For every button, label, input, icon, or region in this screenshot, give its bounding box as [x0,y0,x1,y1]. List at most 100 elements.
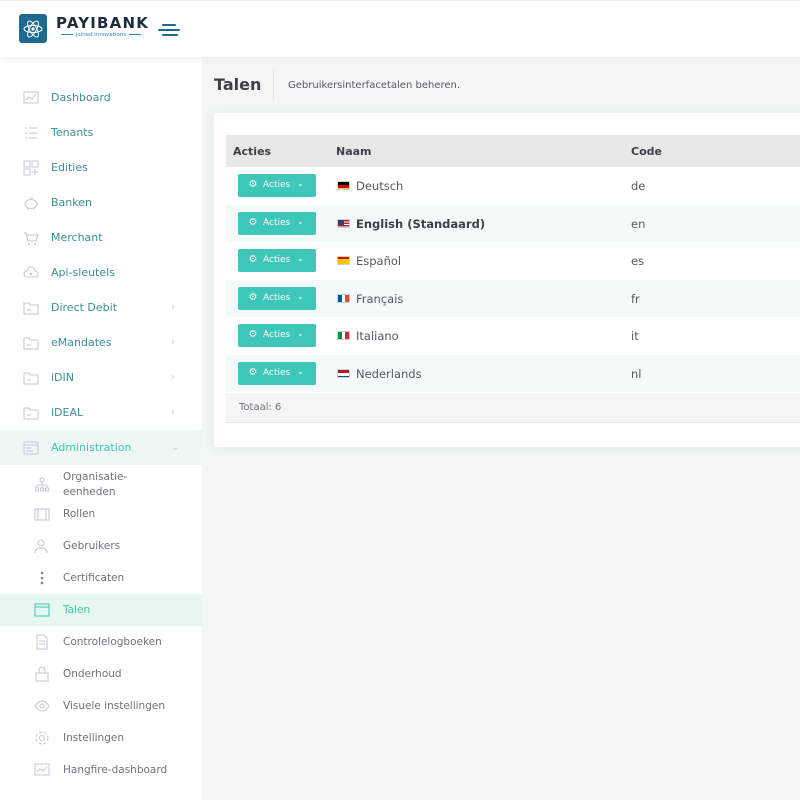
actions-dropdown-button[interactable]: ⚙ Acties ⌄ [238,286,316,310]
language-code: de [631,179,646,193]
sidebar-subitem-label: Onderhoud [63,667,122,680]
table-row: ⚙ Acties ⌄ Deutsch de [226,167,800,205]
sidebar-subitem-onderhoud[interactable]: Onderhoud [0,658,202,690]
table-row: ⚙ Acties ⌄ English (Standaard) en [226,204,800,242]
cloud-key-icon [23,266,39,277]
brand-name: PAYIBANK [56,14,150,32]
sidebar-subitem-certificaten[interactable]: Certificaten [0,562,202,594]
table-row: ⚙ Acties ⌄ Nederlands nl [226,354,800,392]
actions-button-label: Acties [263,255,291,265]
actions-dropdown-button[interactable]: ⚙ Acties ⌄ [238,361,316,385]
users-icon [34,539,48,554]
sidebar-subitem-instellingen[interactable]: Instellingen [0,722,202,754]
sidebar-subitem-visuele-instellingen[interactable]: Visuele instellingen [0,690,202,722]
browser-icon [34,603,50,617]
folder-icon [23,372,39,384]
list-icon [25,127,37,138]
language-name: English (Standaard) [356,216,486,231]
total-count: Totaal: 6 [239,402,282,413]
flag-nl-icon [337,368,350,378]
language-name: Español [356,254,402,268]
brand-tagline: joined innovations [56,32,146,38]
gear-icon: ⚙ [248,216,258,228]
sidebar-subitem-label: Rollen [63,507,96,520]
chevron-down-icon: ⌄ [171,442,180,453]
sidebar-subitem-label: Visuele instellingen [63,699,165,712]
sidebar-item-direct-debit[interactable]: Direct Debit › [0,290,202,325]
chevron-down-icon: ⌄ [297,329,304,338]
file-icon [36,634,48,650]
more-vertical-icon [40,571,44,585]
sidebar-item-label: Merchant [51,231,103,244]
chart-line-icon [23,91,39,103]
table-footer: Totaal: 6 [226,393,800,423]
sidebar-subitem-label: Talen [63,603,91,616]
actions-button-label: Acties [263,180,291,190]
column-header-code[interactable]: Code [631,145,662,158]
language-code: it [631,329,639,343]
flag-it-icon [337,331,350,340]
folder-icon [23,337,39,349]
actions-button-label: Acties [263,330,291,340]
sidebar-item-ideal[interactable]: iDEAL › [0,395,202,430]
page-description: Gebruikersinterfacetalen beheren. [288,80,461,91]
chevron-right-icon: › [171,337,175,348]
sidebar-subitem-label: Certificaten [63,571,125,584]
sidebar-subitem-label: Gebruikers [63,539,121,552]
menu-toggle-icon[interactable] [158,22,180,38]
actions-button-label: Acties [263,217,291,228]
language-name: Italiano [356,329,399,343]
sidebar-subitem-rollen[interactable]: Rollen [0,498,202,530]
settings-icon [35,731,49,745]
suitcase-icon [34,508,50,521]
table-row: ⚙ Acties ⌄ Italiano it [226,317,800,355]
logo-atom-icon [19,14,47,43]
column-header-naam[interactable]: Naam [336,145,372,158]
title-separator [273,69,274,101]
language-name: Français [356,291,404,306]
sidebar-item-label: iDIN [51,371,74,384]
actions-dropdown-button[interactable]: ⚙ Acties ⌄ [238,249,316,272]
sidebar-item-edities[interactable]: Edities [0,150,202,185]
sidebar-item-label: Direct Debit [51,301,118,314]
top-header: PAYIBANK joined innovations [0,0,800,57]
sidebar-item-label: Tenants [51,126,94,139]
table-row: ⚙ Acties ⌄ Español es [226,242,800,280]
actions-button-label: Acties [263,292,291,303]
actions-dropdown-button[interactable]: ⚙ Acties ⌄ [238,211,316,235]
sidebar-subitem-organisatie-eenheden[interactable]: Organisatie-eenheden [0,465,202,505]
sidebar-item-emandates[interactable]: eMandates › [0,325,202,360]
sidebar-item-label: iDEAL [51,406,84,419]
sidebar-subitem-controlelogboeken[interactable]: Controlelogboeken [0,626,202,658]
folder-icon [23,407,39,419]
gear-icon: ⚙ [248,254,258,265]
grid-icon [23,160,39,175]
sidebar-item-idin[interactable]: iDIN › [0,360,202,395]
sidebar-subitem-hangfire-dashboard[interactable]: Hangfire-dashboard [0,754,202,786]
sidebar-item-dashboard[interactable]: Dashboard [0,80,202,115]
sidebar-item-merchant[interactable]: Merchant [0,220,202,255]
sidebar-subitem-label: Hangfire-dashboard [63,763,168,776]
sitemap-icon [35,477,49,492]
gear-icon: ⚙ [248,291,258,303]
table-header: Acties Naam Code [226,135,800,167]
sidebar-item-banken[interactable]: Banken [0,185,202,220]
actions-dropdown-button[interactable]: ⚙ Acties ⌄ [238,324,316,347]
sidebar-item-tenants[interactable]: Tenants [0,115,202,150]
sidebar-subitem-label: Controlelogboeken [63,635,162,648]
piggy-bank-icon [24,197,38,210]
flag-de-icon [337,181,350,190]
sidebar-item-administration[interactable]: Administration ⌄ [0,430,202,465]
chevron-down-icon: ⌄ [297,254,304,263]
chevron-down-icon: ⌄ [297,216,304,226]
sidebar-item-api-sleutels[interactable]: Api-sleutels [0,255,202,290]
sidebar-item-label: Edities [51,161,88,174]
column-header-acties[interactable]: Acties [233,145,272,158]
actions-dropdown-button[interactable]: ⚙ Acties ⌄ [238,174,316,197]
eye-icon [34,700,50,712]
sidebar-subitem-gebruikers[interactable]: Gebruikers [0,530,202,562]
flag-es-icon [337,256,350,265]
languages-portlet: Acties Naam Code ⚙ Acties ⌄ Deutsch de ⚙… [214,113,800,447]
sidebar-subitem-talen[interactable]: Talen [0,594,202,626]
actions-button-label: Acties [263,367,291,378]
